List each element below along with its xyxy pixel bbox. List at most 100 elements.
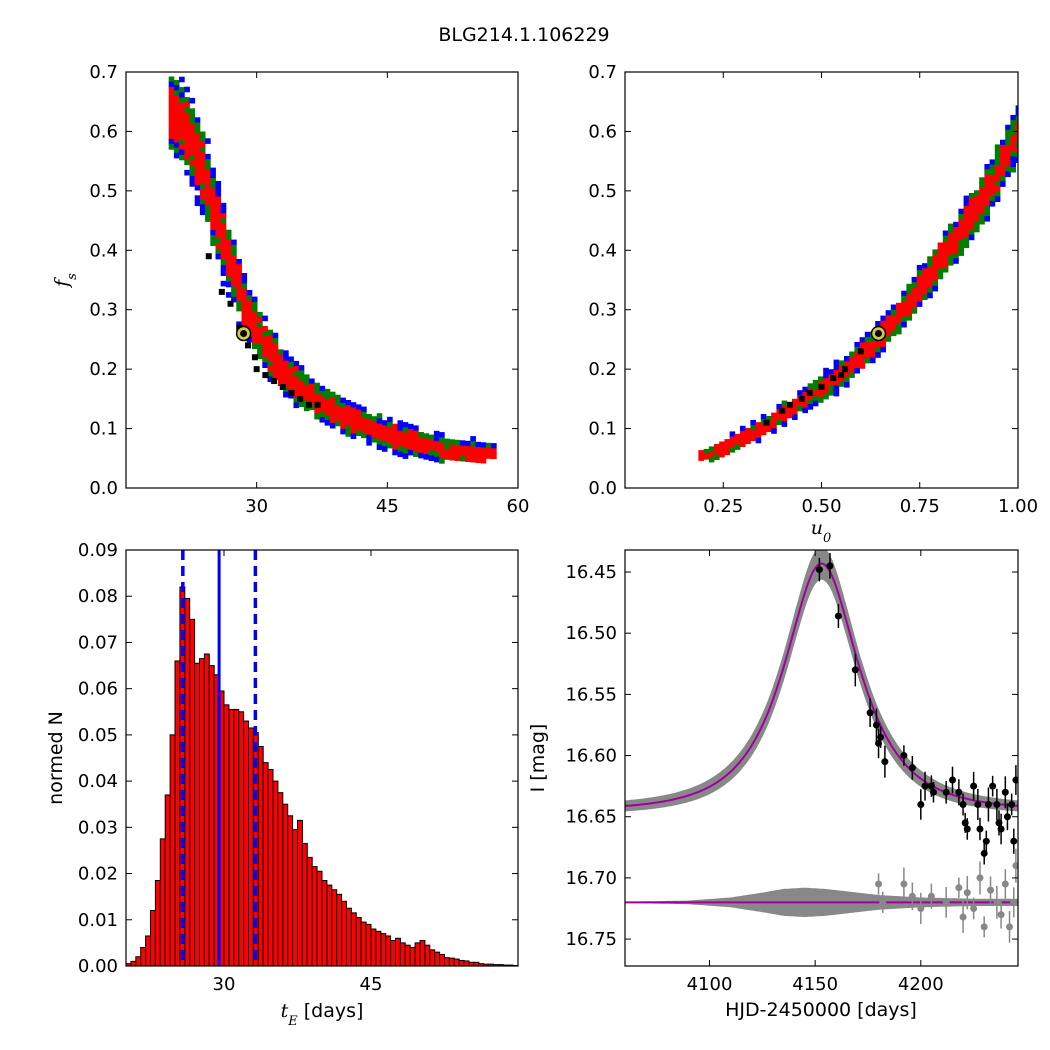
- density-cell: [215, 196, 222, 203]
- density-cell: [241, 314, 248, 321]
- density-cell: [179, 107, 185, 114]
- density-cell: [475, 447, 482, 453]
- density-cell: [740, 436, 746, 442]
- density-cell: [220, 244, 227, 250]
- density-cell: [355, 404, 362, 410]
- density-cell: [350, 402, 357, 408]
- density-cell: [194, 117, 201, 123]
- density-cell: [833, 364, 840, 371]
- density-cell: [376, 428, 383, 435]
- density-cell: [444, 438, 450, 445]
- density-cell: [802, 397, 808, 403]
- histogram-bar: [360, 921, 367, 966]
- density-cell: [303, 379, 310, 386]
- y-tick-label: 0.7: [588, 62, 617, 83]
- density-cell: [387, 437, 393, 444]
- density-cell: [205, 211, 211, 217]
- density-cell: [387, 422, 393, 428]
- density-cell: [1005, 171, 1011, 178]
- density-cell: [293, 376, 300, 383]
- plot-frame: [624, 549, 1019, 967]
- density-cell: [267, 366, 274, 372]
- density-cell: [179, 144, 185, 150]
- histogram-bar: [375, 930, 382, 966]
- density-cell: [225, 271, 232, 277]
- density-cell: [844, 361, 850, 367]
- density-cell: [236, 295, 242, 301]
- density-cell: [225, 266, 232, 272]
- density-cell: [984, 184, 990, 191]
- data-point: [982, 837, 990, 845]
- density-cell: [423, 443, 430, 450]
- density-cell: [444, 443, 450, 450]
- y-tick-label: 0.2: [588, 359, 617, 380]
- density-cell: [231, 244, 237, 251]
- data-point: [921, 782, 929, 790]
- density-cell: [771, 423, 777, 429]
- density-cell: [994, 191, 1001, 197]
- y-tick-label: 0.03: [78, 817, 118, 838]
- density-cell: [210, 209, 216, 215]
- density-cell: [812, 385, 819, 391]
- density-cell: [319, 391, 326, 397]
- density-cell: [407, 444, 414, 451]
- data-point: [1003, 813, 1011, 821]
- density-cell: [974, 211, 980, 217]
- density-cell: [870, 336, 876, 343]
- density-cell: [958, 239, 964, 246]
- sample-point: [842, 366, 849, 373]
- density-cell: [906, 294, 912, 300]
- te-histogram-panel: 30 45 0.00 0.01 0.02 0.03 0.04 0.05 0.06 0.07 0.08…: [78, 540, 519, 995]
- density-cell: [236, 259, 242, 265]
- density-cell: [942, 266, 949, 273]
- density-cell: [734, 439, 741, 445]
- density-cell: [854, 367, 860, 374]
- density-cell: [963, 242, 970, 248]
- fs-vs-te-panel: 30 45 60 0.0 0.1 0.2 0.3 0.4 0.5 0.6 0.7: [89, 62, 529, 517]
- density-cell: [942, 261, 949, 268]
- density-cell: [797, 405, 803, 412]
- density-cell: [812, 395, 819, 402]
- density-cell: [397, 420, 404, 426]
- density-cell: [319, 411, 326, 418]
- density-cell: [267, 371, 274, 377]
- density-cell: [345, 405, 352, 411]
- density-cell: [465, 440, 471, 447]
- density-cell: [932, 285, 938, 292]
- density-cell: [465, 456, 471, 462]
- density-cell: [215, 233, 222, 239]
- density-cell: [215, 248, 222, 255]
- density-cell: [828, 369, 834, 375]
- histogram-bar: [326, 884, 333, 966]
- density-cell: [257, 343, 263, 349]
- density-cell: [1010, 120, 1016, 126]
- density-cell: [927, 256, 933, 262]
- density-cell: [267, 334, 274, 341]
- residual-point: [980, 923, 988, 931]
- density-cell: [319, 401, 326, 407]
- density-cell: [251, 338, 258, 344]
- y-tick-label: 0.0: [89, 478, 118, 499]
- density-cell: [1015, 141, 1018, 148]
- density-cell: [361, 417, 367, 423]
- density-cell: [277, 354, 284, 361]
- y-tick-label: 0.08: [78, 586, 118, 607]
- density-cell: [210, 240, 216, 246]
- density-cells: [698, 105, 1018, 463]
- residual-point: [987, 886, 995, 894]
- density-cell: [968, 234, 975, 241]
- density-cell: [807, 404, 814, 410]
- density-cell: [906, 299, 912, 305]
- density-cell: [189, 97, 196, 104]
- density-cell: [454, 439, 461, 446]
- density-cell: [937, 263, 944, 269]
- density-cell: [958, 213, 964, 220]
- fs-axis-label: fs: [51, 273, 80, 289]
- density-cell: [885, 315, 892, 321]
- residual-point: [900, 880, 908, 888]
- density-cell: [246, 316, 253, 322]
- density-cell: [366, 434, 372, 441]
- density-cell: [340, 413, 346, 419]
- density-cell: [838, 381, 845, 387]
- density-cell: [392, 423, 398, 430]
